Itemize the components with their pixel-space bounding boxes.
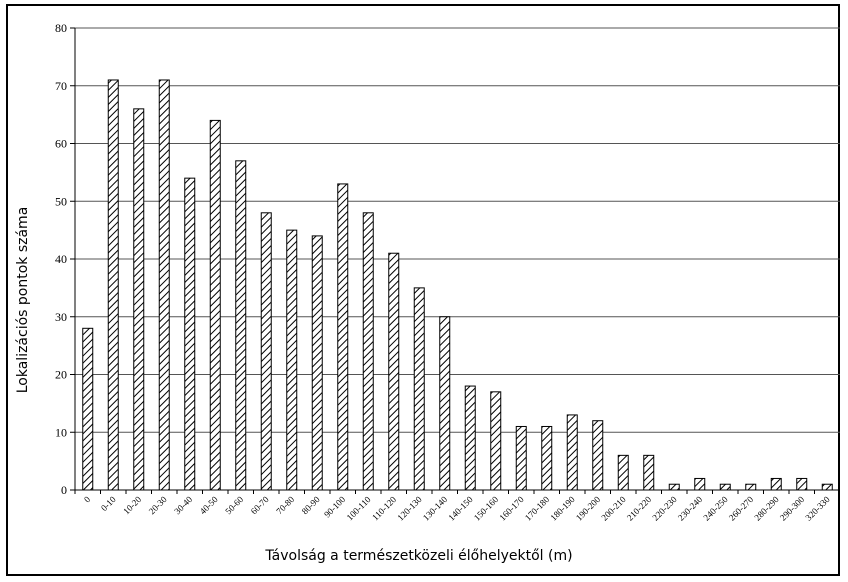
x-tick-label: 100-110 <box>345 494 373 522</box>
chart-frame: 0 10 20 30 40 50 60 70 80 0 0-10 10-20 20-30 30-40 40… <box>6 4 840 576</box>
bar-110-120 <box>388 252 400 491</box>
x-tick-label: 160-170 <box>497 494 526 523</box>
bar-170-180 <box>541 425 553 491</box>
bars <box>82 79 833 491</box>
y-tick-label: 50 <box>55 194 67 208</box>
x-tick-label: 280-290 <box>752 494 781 523</box>
bar-130-140 <box>439 316 451 491</box>
bar-70-80 <box>286 229 298 491</box>
x-tick-label: 150-160 <box>472 494 501 523</box>
x-tick-label: 320-330 <box>803 494 832 523</box>
bar-80-90 <box>311 235 323 491</box>
x-tick-label: 230-240 <box>676 494 705 523</box>
x-tick-label: 50-60 <box>223 494 245 516</box>
bar-210-220 <box>643 454 655 491</box>
x-axis-title: Távolság a természetközeli élőhelyektől … <box>264 548 572 564</box>
bar-280-290 <box>770 477 782 491</box>
x-tick-label: 110-120 <box>370 494 398 522</box>
y-tick-label: 40 <box>55 252 67 266</box>
x-tick-label: 260-270 <box>727 494 756 523</box>
bar-200-210 <box>617 454 629 491</box>
bar-50-60 <box>235 160 247 491</box>
x-tick-label: 0-10 <box>99 494 118 513</box>
y-tick-label: 20 <box>55 368 67 382</box>
bar-0-10 <box>107 79 119 491</box>
bar-40-50 <box>209 119 221 491</box>
y-tick-label: 0 <box>61 483 67 497</box>
y-axis-title: Lokalizációs pontok száma <box>15 207 31 394</box>
bar-0 <box>82 327 94 491</box>
x-tick-label: 200-210 <box>599 494 628 523</box>
bar-140-150 <box>464 385 476 491</box>
x-tick-label: 40-50 <box>198 494 220 516</box>
x-tick-label: 20-30 <box>147 494 169 516</box>
x-tick-label: 240-250 <box>701 494 730 523</box>
x-tick-label: 140-150 <box>446 494 475 523</box>
x-tick-label: 220-230 <box>650 494 679 523</box>
x-tick-label: 180-190 <box>548 494 577 523</box>
x-tick-label: 190-200 <box>574 494 603 523</box>
x-tick-label: 70-80 <box>274 494 296 516</box>
bar-190-200 <box>592 420 604 491</box>
x-tick-label: 10-20 <box>121 494 143 516</box>
bar-220-230 <box>668 483 680 491</box>
bar-230-240 <box>694 477 706 491</box>
bar-100-110 <box>362 212 374 491</box>
bar-150-160 <box>490 391 502 491</box>
x-axis-ticks: 0 0-10 10-20 20-30 30-40 40-50 50-60 60-70 70-80… <box>74 490 832 523</box>
bar-chart: 0 10 20 30 40 50 60 70 80 0 0-10 10-20 20-30 30-40 40… <box>15 21 840 564</box>
bar-10-20 <box>133 108 145 491</box>
x-tick-label: 60-70 <box>249 494 271 516</box>
y-tick-label: 70 <box>55 79 67 93</box>
y-tick-label: 10 <box>55 425 67 439</box>
bar-180-190 <box>566 414 578 491</box>
bar-60-70 <box>260 212 272 491</box>
y-tick-label: 80 <box>55 21 67 35</box>
bar-290-300 <box>796 477 808 491</box>
x-tick-label: 210-220 <box>625 494 654 523</box>
x-tick-label: 290-300 <box>778 494 807 523</box>
y-axis-ticks: 0 10 20 30 40 50 60 70 80 <box>55 21 75 497</box>
bar-30-40 <box>184 177 196 491</box>
x-tick-label: 30-40 <box>172 494 194 516</box>
x-tick-label: 0 <box>82 494 93 505</box>
x-tick-label: 120-130 <box>395 494 424 523</box>
gridlines <box>75 27 840 433</box>
bar-240-250 <box>719 483 731 491</box>
bar-160-170 <box>515 425 527 491</box>
bar-20-30 <box>158 79 170 491</box>
x-tick-label: 170-180 <box>523 494 552 523</box>
bar-320-330 <box>821 483 833 491</box>
y-tick-label: 30 <box>55 310 67 324</box>
x-tick-label: 130-140 <box>421 494 450 523</box>
bar-120-130 <box>413 287 425 491</box>
bar-260-270 <box>745 483 757 491</box>
bar-90-100 <box>337 183 349 491</box>
x-tick-label: 80-90 <box>300 494 322 516</box>
y-tick-label: 60 <box>55 137 67 151</box>
